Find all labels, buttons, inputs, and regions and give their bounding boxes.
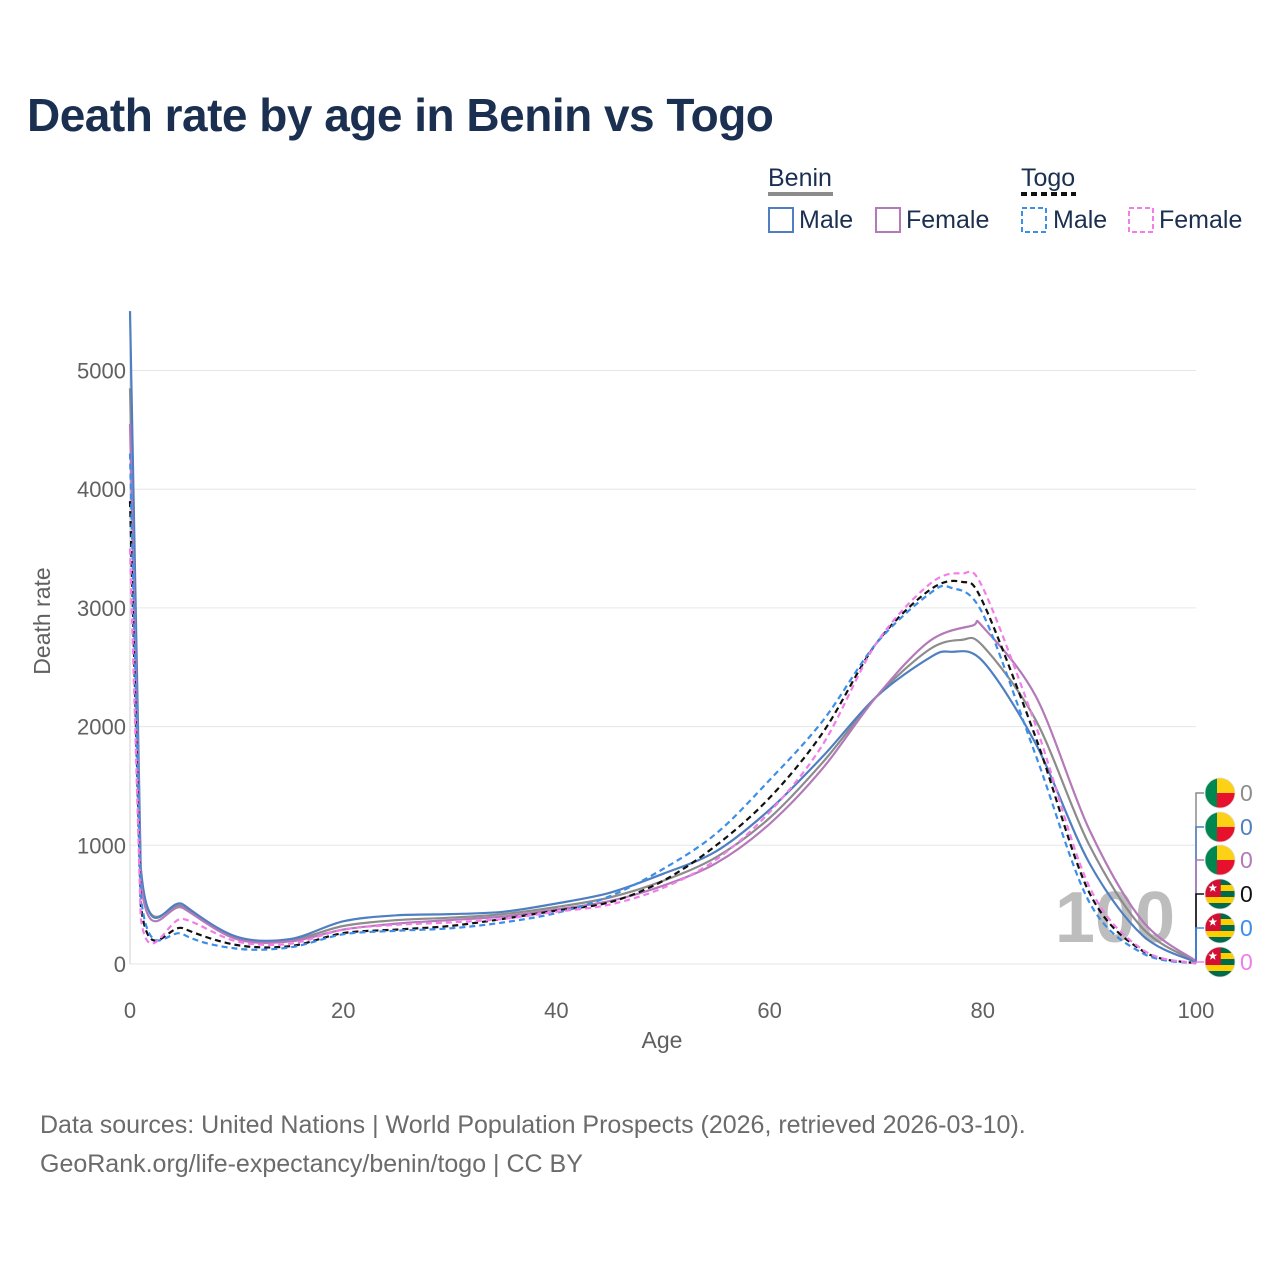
y-axis-ticks: 0 1000 2000 3000 4000 5000 (77, 359, 126, 978)
end-connector-5 (1195, 961, 1204, 964)
y-tick-label-0: 0 (114, 952, 126, 977)
series-line-benin-female[interactable] (128, 423, 1197, 962)
series-line-benin-total[interactable] (128, 388, 1197, 963)
y-tick-label-5: 5000 (77, 359, 126, 384)
togo-flag-icon (1204, 946, 1236, 978)
legend-benin-female[interactable]: Female (875, 206, 989, 234)
series-lines (128, 311, 1197, 965)
x-axis-ticks: 0 20 40 60 80 100 (124, 998, 1214, 1023)
end-value-label-3: 0 (1240, 881, 1253, 907)
source-line-2[interactable]: GeoRank.org/life-expectancy/benin/togo |… (40, 1150, 583, 1178)
series-line-togo-total[interactable] (128, 501, 1197, 965)
benin-flag-icon (1204, 777, 1236, 809)
end-connector-4 (1195, 927, 1204, 964)
chart-title: Death rate by age in Benin vs Togo (27, 89, 774, 141)
x-axis-title: Age (642, 1027, 683, 1053)
legend-togo-female-label: Female (1159, 206, 1242, 234)
y-tick-label-1: 1000 (77, 833, 126, 858)
x-tick-label-0: 0 (124, 998, 136, 1023)
series-line-benin-male[interactable] (128, 311, 1197, 964)
legend-togo-male-label: Male (1053, 206, 1107, 234)
x-tick-label-1: 20 (331, 998, 355, 1023)
legend-benin-male-label: Male (799, 206, 853, 234)
benin-flag-icon (1204, 811, 1236, 843)
end-value-label-0: 0 (1240, 780, 1253, 806)
end-connector-0 (1195, 792, 1204, 962)
legend-group-benin[interactable]: Benin (768, 164, 832, 192)
x-tick-label-5: 100 (1178, 998, 1215, 1023)
source-note: Data sources: United Nations | World Pop… (40, 1106, 1026, 1184)
source-line-1: Data sources: United Nations | World Pop… (40, 1111, 1026, 1139)
grid-lines (129, 311, 1196, 965)
legend-benin-male[interactable]: Male (768, 206, 853, 234)
legend-group-togo[interactable]: Togo (1021, 164, 1075, 192)
y-tick-label-2: 2000 (77, 715, 126, 740)
end-value-label-1: 0 (1240, 814, 1253, 840)
legend-benin-female-label: Female (906, 206, 989, 234)
end-value-label-5: 0 (1240, 949, 1253, 975)
legend: Benin Togo Male Female Male Female (768, 164, 1242, 234)
end-value-label-4: 0 (1240, 915, 1253, 941)
y-tick-label-3: 3000 (77, 596, 126, 621)
series-line-togo-female[interactable] (128, 548, 1197, 965)
end-connector-2 (1195, 859, 1204, 961)
series-line-togo-male[interactable] (128, 453, 1197, 965)
x-tick-label-4: 80 (971, 998, 995, 1023)
togo-flag-icon (1204, 878, 1236, 910)
end-markers: 0 0 0 0 0 0 (1195, 777, 1253, 978)
legend-togo-female[interactable]: Female (1128, 206, 1242, 234)
end-value-label-2: 0 (1240, 847, 1253, 873)
legend-togo-male[interactable]: Male (1021, 206, 1107, 234)
benin-flag-icon (1204, 844, 1236, 876)
togo-flag-icon (1204, 912, 1236, 944)
y-axis-title: Death rate (29, 567, 55, 674)
x-tick-label-2: 40 (544, 998, 568, 1023)
y-tick-label-4: 4000 (77, 477, 126, 502)
x-tick-label-3: 60 (757, 998, 781, 1023)
